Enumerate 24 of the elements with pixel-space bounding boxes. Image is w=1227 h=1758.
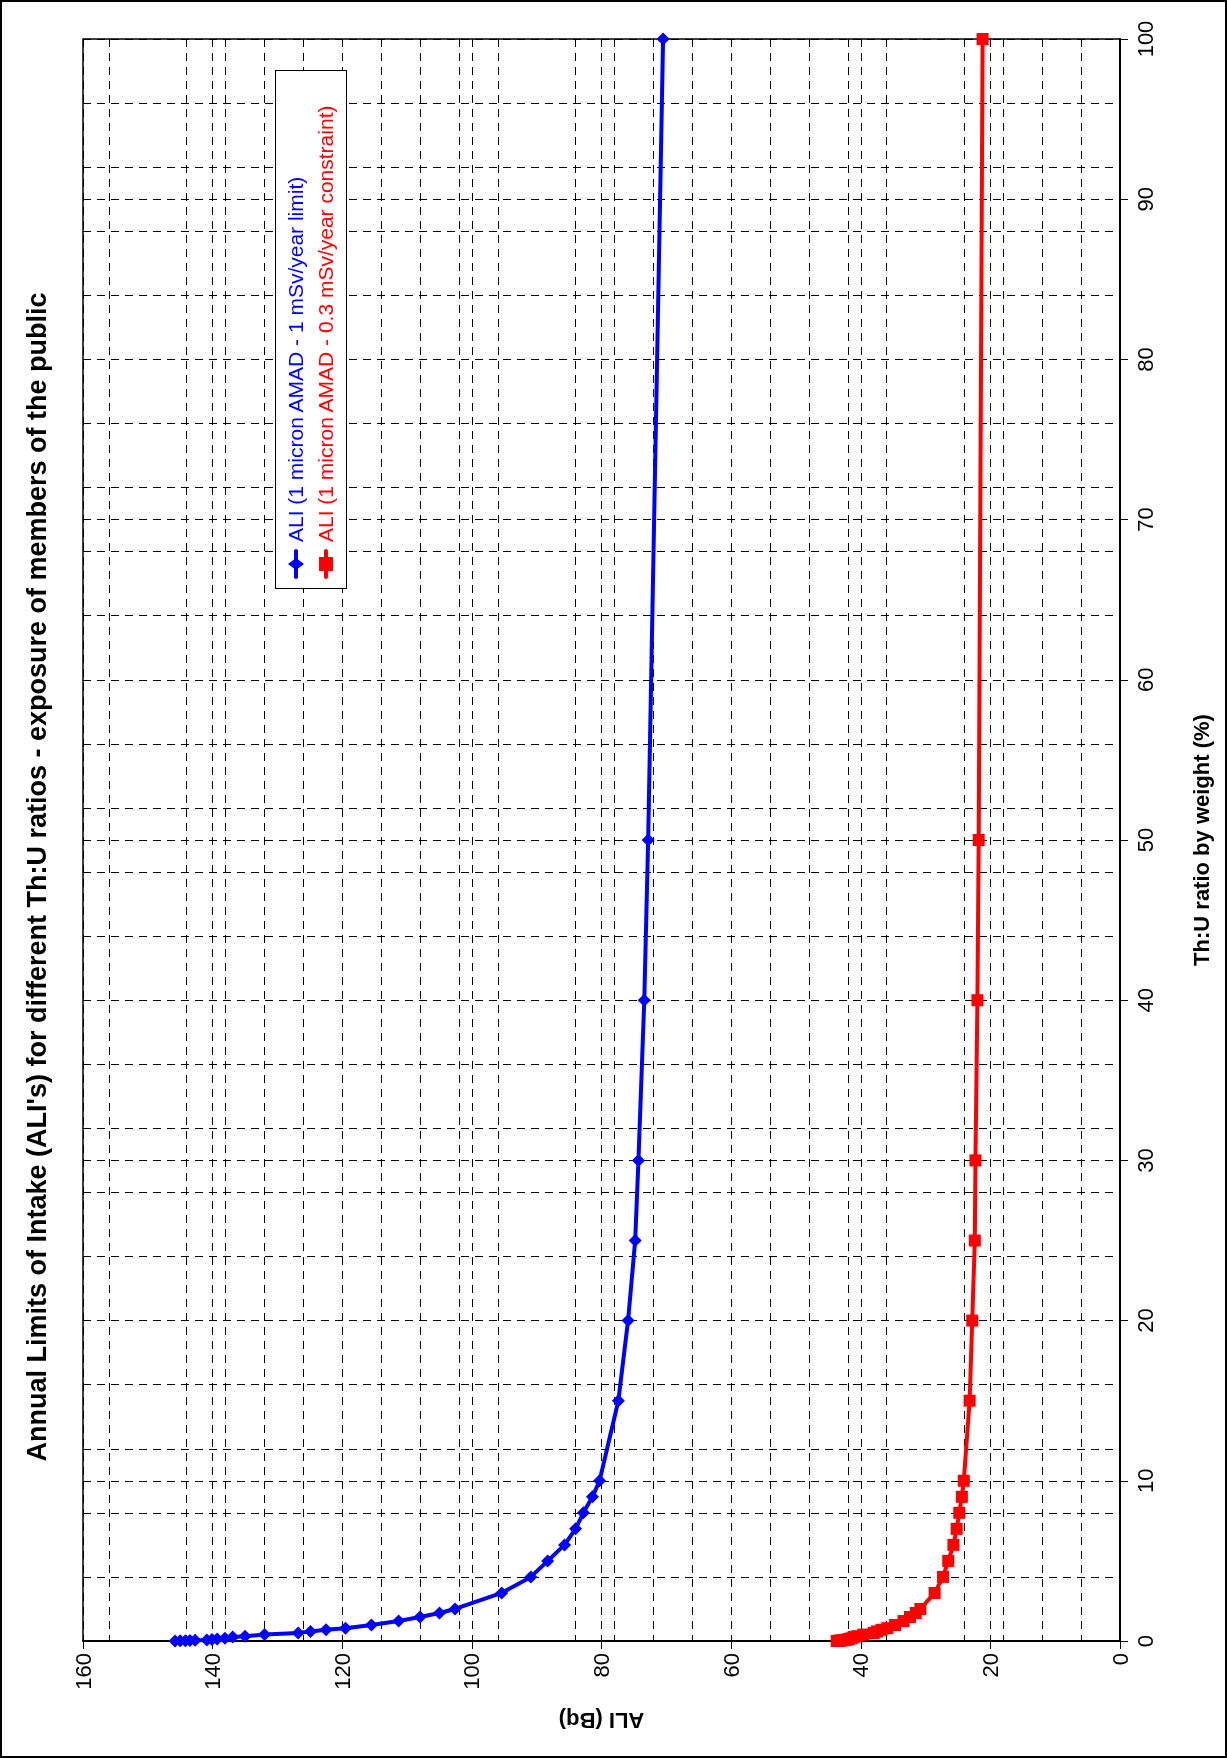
x-tick-label: 40 <box>848 1653 874 1678</box>
y-tick-label: 0 <box>1132 1634 1158 1648</box>
x-tick-label: 0 <box>1107 1653 1133 1666</box>
y-tick-label: 20 <box>1132 1308 1158 1333</box>
y-tick-label: 80 <box>1132 347 1158 372</box>
y-tick-label: 100 <box>1132 20 1158 58</box>
legend-box: ALI (1 micron AMAD - 1 mSv/year limit) ALI (1 micron AMAD - 0.3 mSv/year constraint) <box>275 70 347 589</box>
text: Annual Limits of Intake (ALI's) for different Th:U ratios - exposure of members of the public <box>22 292 52 1462</box>
y-tick-label: 90 <box>1132 186 1158 212</box>
x-tick-label: 140 <box>200 1653 226 1690</box>
x-tick-label: 20 <box>977 1653 1003 1678</box>
y-tick-label: 30 <box>1132 1148 1158 1173</box>
x-tick-label: 80 <box>589 1653 614 1678</box>
y-tick-label: 40 <box>1132 987 1158 1013</box>
y-tick-label: 50 <box>1132 827 1158 853</box>
x-tick-label: 100 <box>459 1653 485 1690</box>
x-axis-title: ALI (Bq) <box>558 1707 645 1733</box>
y-tick-label: 70 <box>1132 507 1158 532</box>
y-axis-title: Th:U ratio by weight (%) <box>1188 714 1214 966</box>
x-tick-label: 60 <box>718 1653 744 1678</box>
x-tick-label: 120 <box>329 1653 355 1690</box>
y-tick-label: 60 <box>1132 667 1158 693</box>
x-tick-label: 160 <box>70 1653 96 1690</box>
y-tick-label: 10 <box>1132 1468 1158 1494</box>
